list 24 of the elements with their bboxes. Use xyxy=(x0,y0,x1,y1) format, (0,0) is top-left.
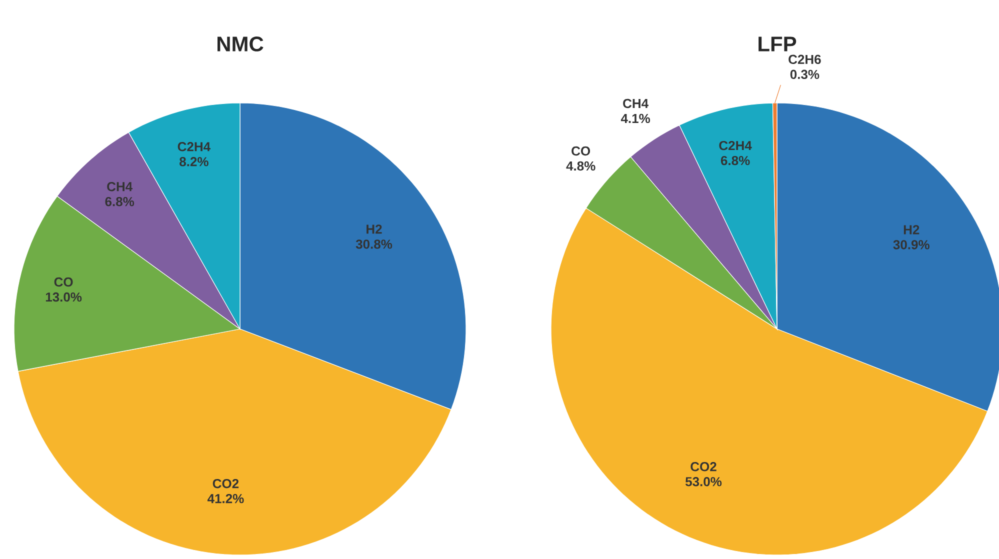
slice-label: C2H6 xyxy=(788,54,821,64)
chart-title: LFP xyxy=(758,36,796,52)
data-label: 53.0% xyxy=(685,477,722,486)
slice-label: C2H4 xyxy=(719,140,752,150)
data-label: 0.3% xyxy=(790,70,820,80)
slice-label: CO xyxy=(572,146,590,156)
chart-title: NMC xyxy=(218,36,264,52)
slice-label: C2H4 xyxy=(178,142,210,152)
slice-label: H2 xyxy=(904,225,920,234)
data-label: 30.9% xyxy=(893,240,930,250)
slice-label: CO2 xyxy=(690,462,716,472)
slice-label: CH4 xyxy=(623,98,648,108)
data-label: 41.2% xyxy=(207,494,244,504)
data-label: 4.8% xyxy=(566,161,596,171)
slice-label: CH4 xyxy=(107,182,133,192)
slice-label: CO xyxy=(54,277,73,287)
data-label: 6.8% xyxy=(720,156,750,166)
data-label: 6.8% xyxy=(105,197,134,206)
data-label: 4.1% xyxy=(620,114,650,124)
data-label: 13.0% xyxy=(46,292,82,302)
data-label: 30.8% xyxy=(356,240,392,249)
slice-label: CO2 xyxy=(212,478,239,488)
data-label: 8.2% xyxy=(180,157,208,166)
slice-label: H2 xyxy=(366,224,382,234)
